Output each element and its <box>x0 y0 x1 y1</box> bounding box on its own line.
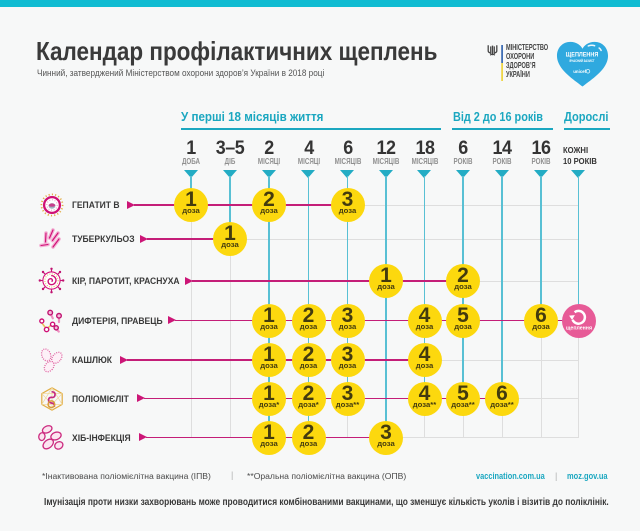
svg-text:unicef: unicef <box>573 69 587 74</box>
svg-text:ЩЕПЛЕННЯ: ЩЕПЛЕННЯ <box>566 52 599 59</box>
svg-text:щеплення: щеплення <box>566 325 592 331</box>
svg-text:ВЧАСНИЙ ЗАХИСТ: ВЧАСНИЙ ЗАХИСТ <box>570 59 596 63</box>
